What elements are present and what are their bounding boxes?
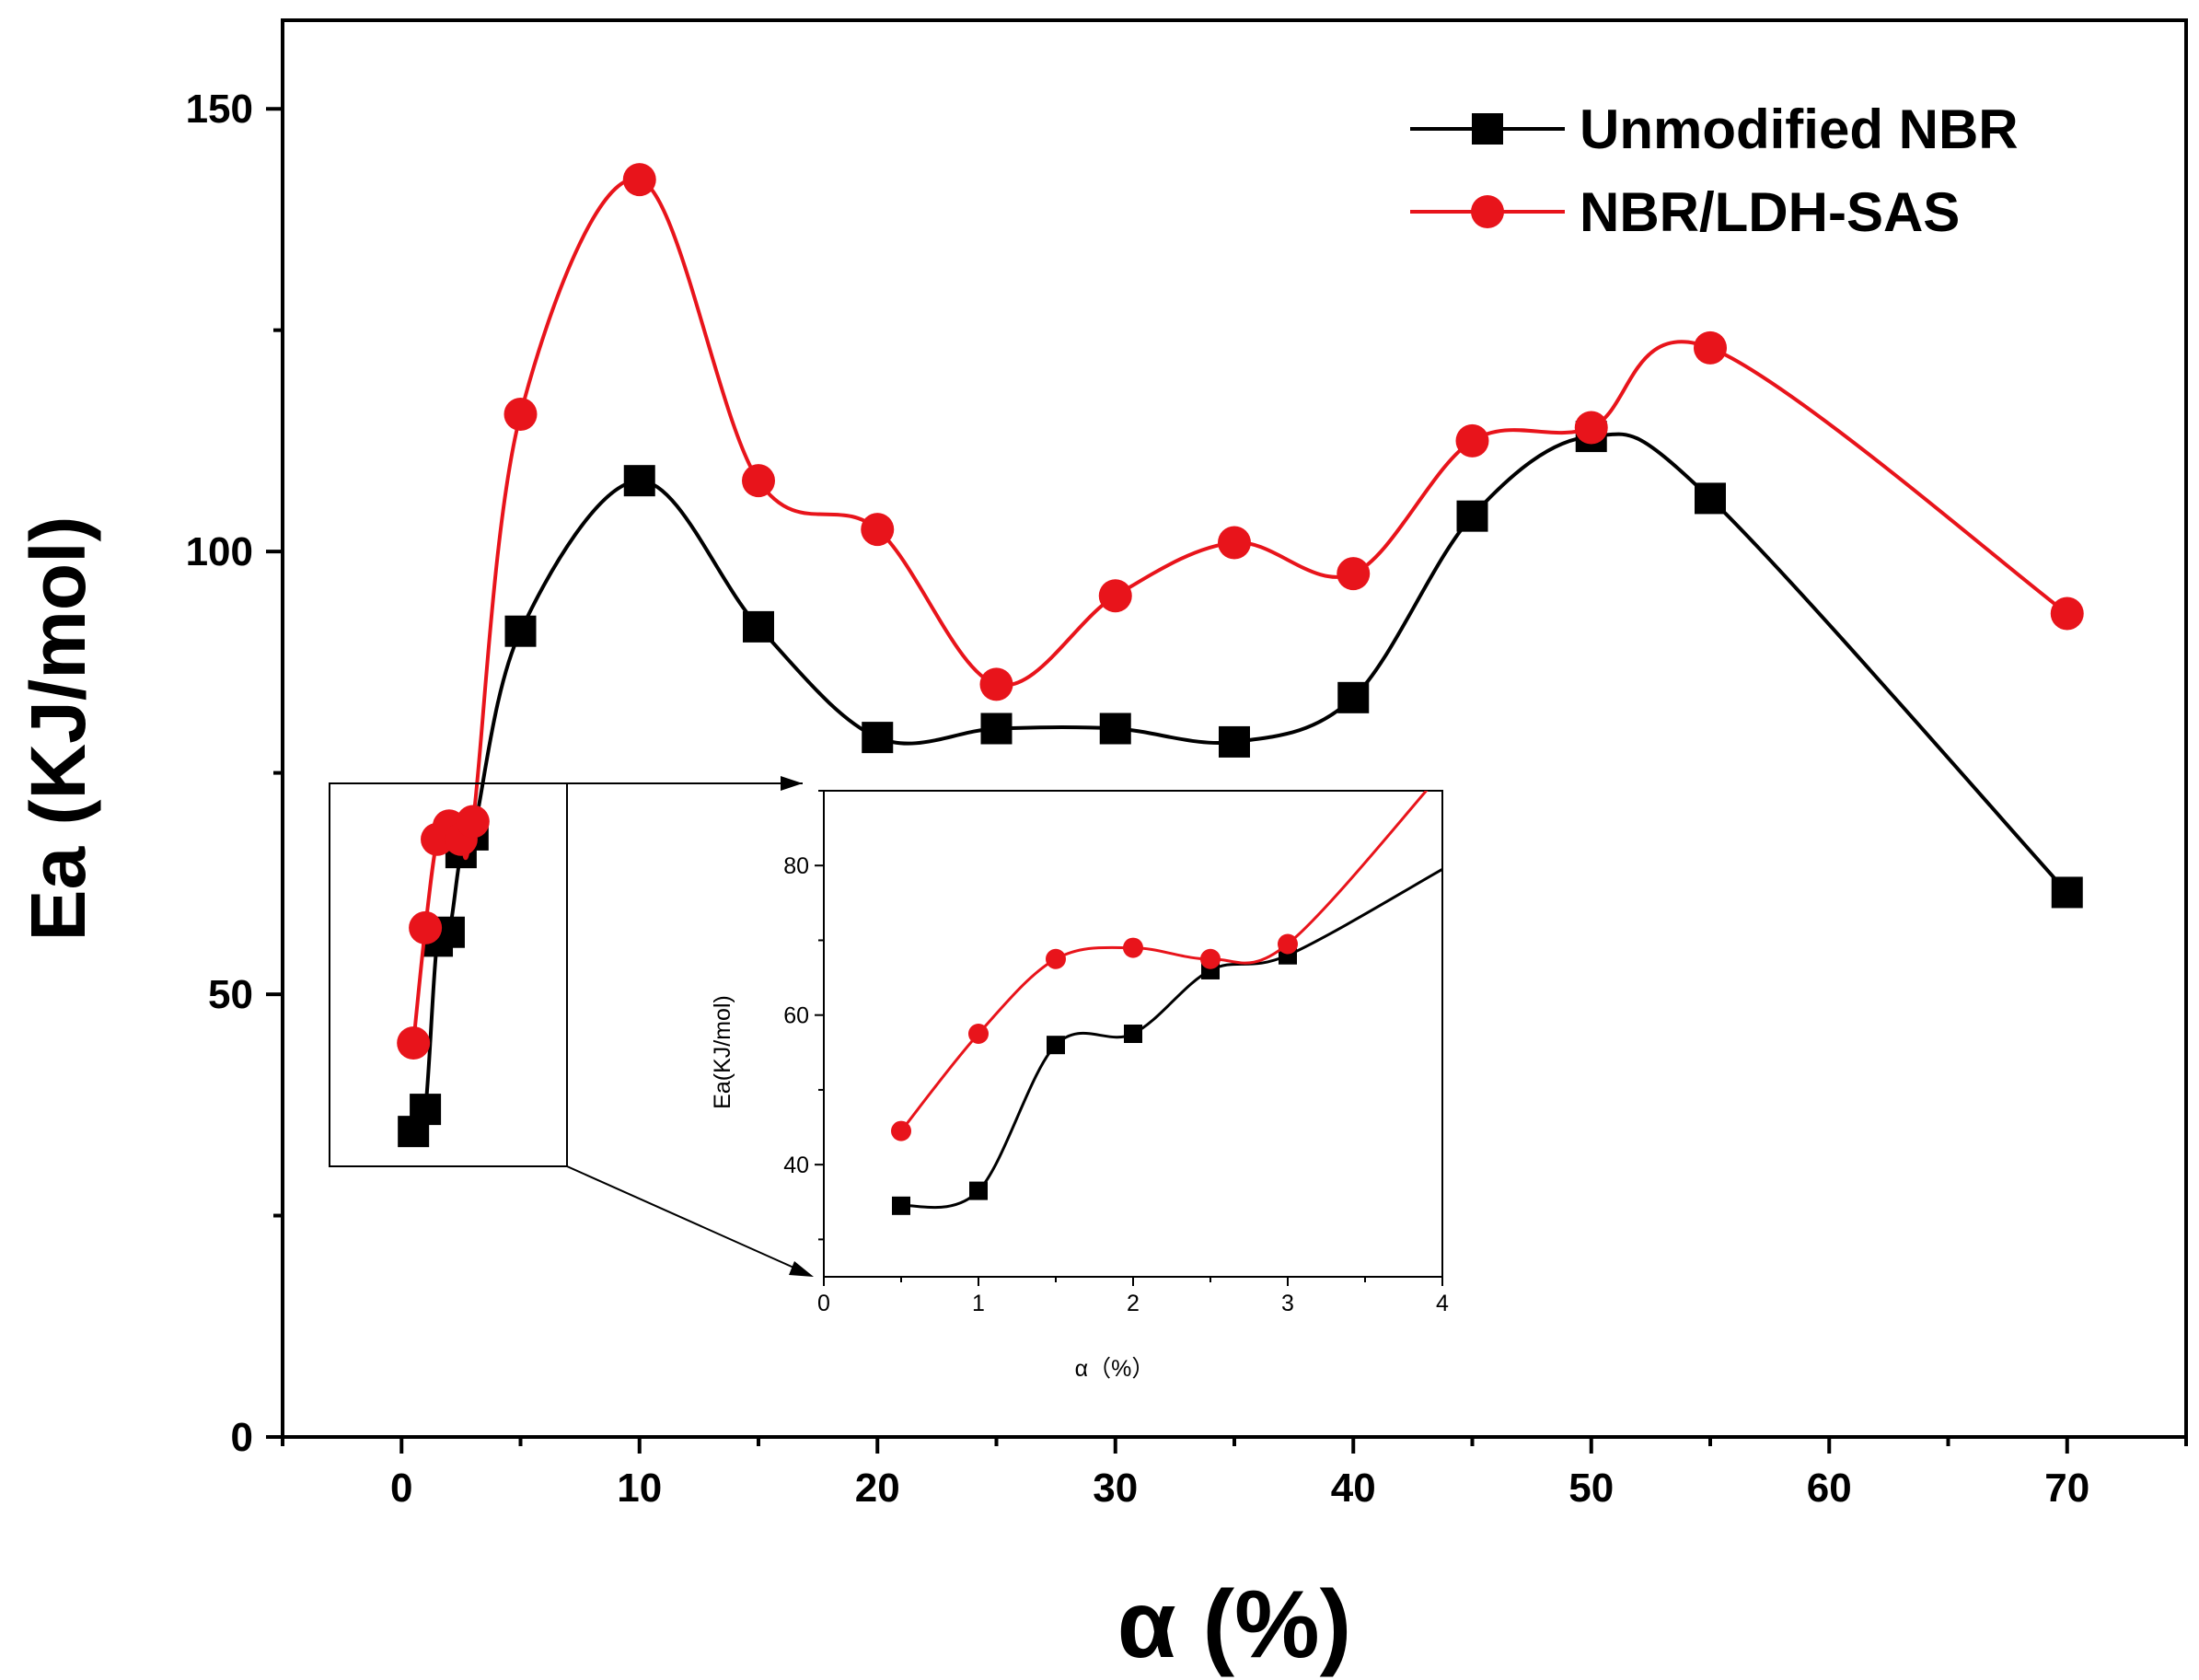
series-0-square-marker-1 <box>410 1094 442 1126</box>
legend-1-circle-marker-0 <box>1471 195 1504 228</box>
series-0-square-marker-11 <box>1099 713 1131 745</box>
legend-label-0: Unmodified NBR <box>1580 98 2019 160</box>
y-tick-label: 50 <box>208 972 253 1017</box>
x-tick-label: 20 <box>855 1466 900 1511</box>
inset-y-tick-label: 60 <box>783 1003 809 1029</box>
series-1-circle-marker-1 <box>409 910 443 944</box>
series-1-circle-marker-17 <box>2050 597 2084 631</box>
series-0-square-marker-9 <box>862 722 894 754</box>
series-0-square-marker-13 <box>1337 681 1370 713</box>
x-tick-label: 10 <box>617 1466 662 1511</box>
series-1-circle-marker-10 <box>979 667 1013 701</box>
series-1-circle-marker-6 <box>503 398 538 432</box>
series-1-circle-marker-15 <box>1574 411 1608 445</box>
series-1-circle-marker-16 <box>1694 330 1727 365</box>
series-0-square-marker-10 <box>980 713 1013 745</box>
series-1-circle-marker-5 <box>456 805 490 839</box>
series-0-square-marker-12 <box>1219 725 1250 758</box>
x-tick-label: 30 <box>1093 1466 1138 1511</box>
series-1-circle-marker-9 <box>861 513 895 547</box>
series-0-square-marker-8 <box>743 610 774 643</box>
y-tick-label: 0 <box>231 1415 253 1460</box>
inset-series-1-circle-marker-1 <box>968 1024 989 1044</box>
zoom-arrowhead-bottom <box>789 1261 814 1277</box>
inset-series-0-square-marker-1 <box>969 1181 988 1200</box>
inset-series-0-square-marker-3 <box>1124 1025 1142 1043</box>
series-1-circle-marker-14 <box>1455 423 1489 458</box>
y-tick-label: 100 <box>186 529 253 574</box>
x-tick-label: 40 <box>1331 1466 1376 1511</box>
legend: Unmodified NBR NBR/LDH-SAS <box>1410 98 2019 243</box>
zoom-box <box>329 782 568 1167</box>
inset-x-tick-label: 2 <box>1127 1291 1140 1316</box>
y-axis-title: Ea (KJ/mol) <box>15 516 101 941</box>
inset-series-1-circle-marker-0 <box>891 1120 911 1141</box>
inset-x-tick-label: 1 <box>972 1291 985 1316</box>
series-1-circle-marker-8 <box>742 464 775 498</box>
x-tick-label: 70 <box>2044 1466 2089 1511</box>
x-tick-label: 60 <box>1807 1466 1852 1511</box>
inset-x-tick-label: 3 <box>1281 1291 1294 1316</box>
legend-label-1: NBR/LDH-SAS <box>1580 181 1960 243</box>
y-tick-label: 150 <box>186 87 253 132</box>
legend-0-square-marker-0 <box>1472 113 1503 145</box>
zoom-connector-bottom <box>566 1165 809 1275</box>
inset-y-tick-label: 80 <box>783 853 809 879</box>
x-tick-label: 0 <box>390 1466 412 1511</box>
series-1 <box>397 163 2084 1060</box>
inset-series-0-square-marker-0 <box>892 1196 910 1215</box>
inset-series-1-circle-marker-2 <box>1046 948 1066 969</box>
series-1-circle-marker-13 <box>1337 557 1371 591</box>
inset-y-axis-title: Ea(KJ/mol) <box>710 995 735 1109</box>
series-0-square-marker-14 <box>1456 500 1488 532</box>
zoom-region <box>329 776 814 1277</box>
inset-x-tick-label: 0 <box>817 1291 830 1316</box>
series-0-square-marker-7 <box>623 465 655 497</box>
series-1-circle-marker-12 <box>1218 526 1251 560</box>
inset-series-1-circle-marker-3 <box>1123 937 1143 958</box>
series-0-square-marker-6 <box>504 615 537 647</box>
zoom-arrowhead-top <box>781 776 803 791</box>
series-0-square-marker-17 <box>2051 876 2083 909</box>
inset-series-1-circle-marker-5 <box>1278 933 1298 955</box>
series-1-circle-marker-7 <box>622 163 656 197</box>
series-0-square-marker-16 <box>1695 482 1726 515</box>
inset-series-1 <box>891 791 1429 1141</box>
series-1-circle-marker-0 <box>397 1025 431 1060</box>
inset-series-0-square-marker-2 <box>1047 1036 1065 1055</box>
inset-x-axis-title: α（%） <box>1075 1356 1155 1382</box>
inset-x-tick-label: 4 <box>1436 1291 1449 1316</box>
inset-y-tick-label: 40 <box>783 1153 809 1178</box>
series-1-circle-marker-11 <box>1098 579 1132 613</box>
x-tick-label: 50 <box>1568 1466 1614 1511</box>
x-axis-title: α (%) <box>1117 1571 1352 1678</box>
inset-plot: 0 1 2 3 4 40 60 80 α（%） Ea(KJ/mol) <box>710 790 1449 1382</box>
inset-series-1-circle-marker-4 <box>1200 948 1221 969</box>
